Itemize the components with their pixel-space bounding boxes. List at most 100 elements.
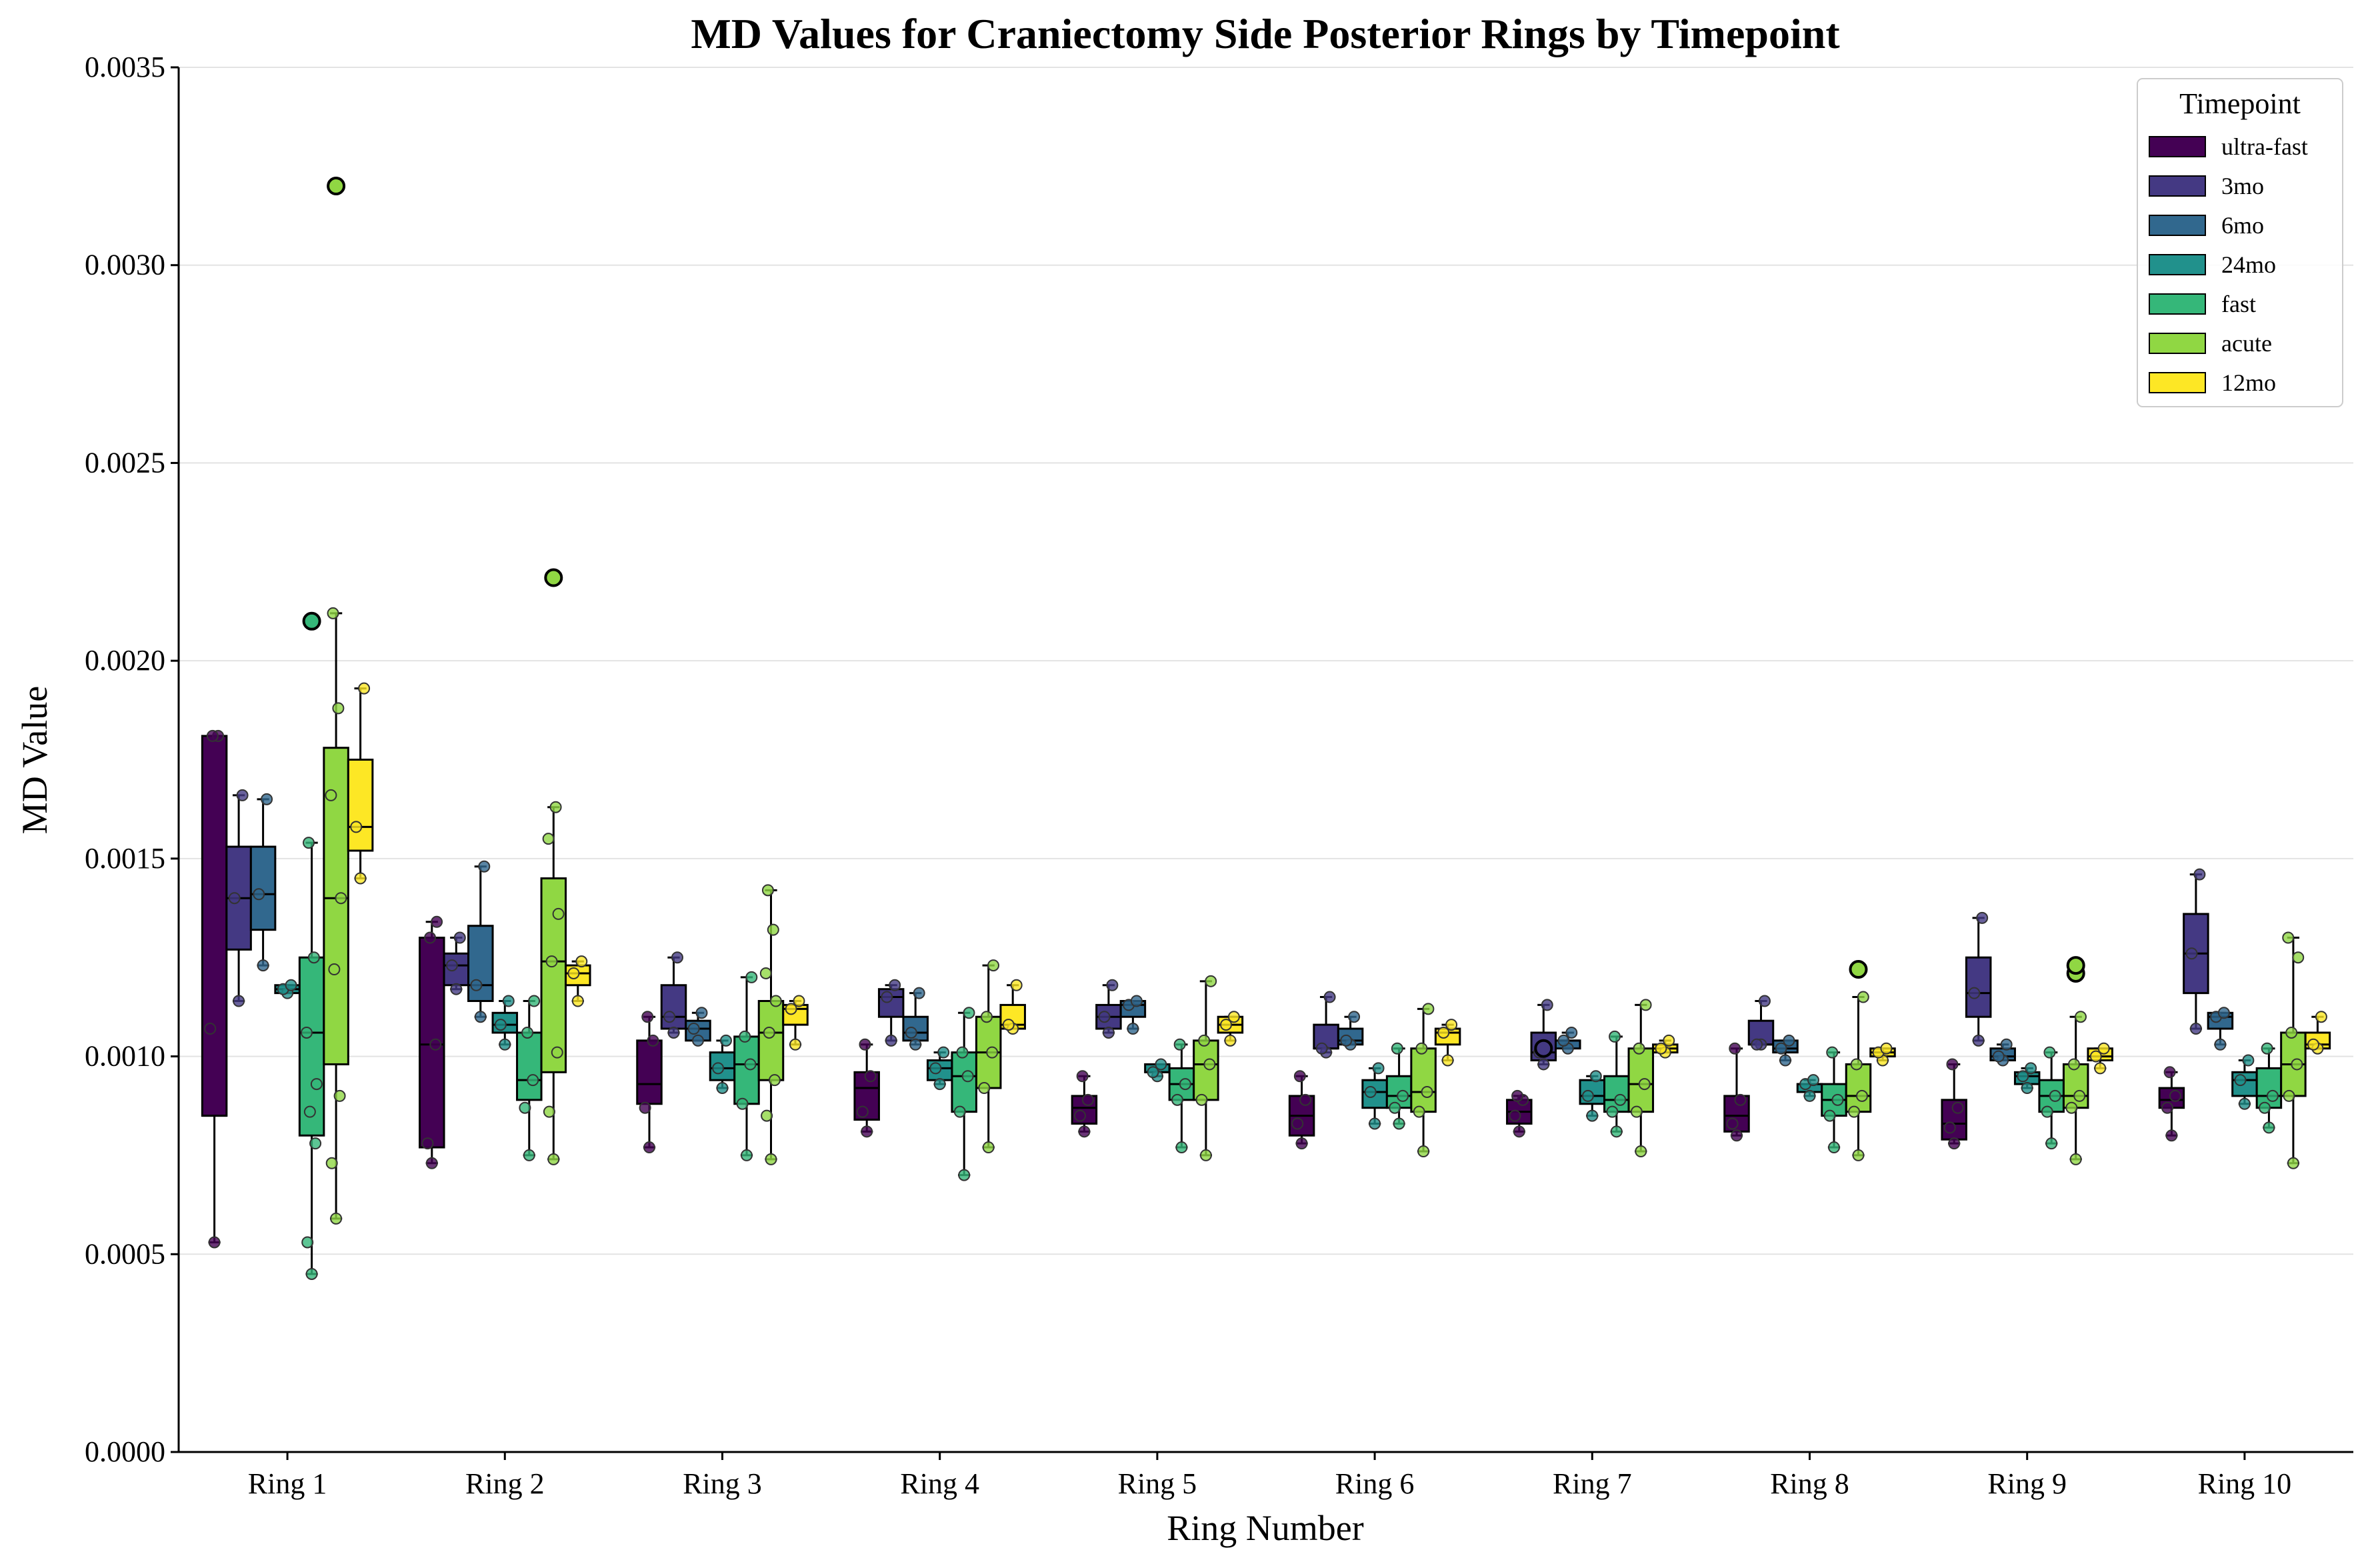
box-24mo-ring-3 (709, 1034, 736, 1095)
data-point (257, 959, 269, 972)
data-point (1557, 1034, 1570, 1047)
legend-swatch (2149, 136, 2206, 157)
iqr-box (660, 984, 687, 1030)
data-point (1127, 1023, 1139, 1035)
data-point (325, 1157, 338, 1169)
iqr-box (249, 845, 277, 931)
legend-swatch (2149, 293, 2206, 315)
data-point (1391, 1042, 1403, 1055)
data-point (2291, 1058, 2303, 1071)
data-point (2307, 1038, 2320, 1051)
data-point (2185, 947, 2198, 960)
box-acute-ring-2 (540, 568, 567, 1165)
legend-label: 3mo (2221, 173, 2264, 199)
data-point (1614, 1093, 1627, 1106)
box-12mo-ring-9 (2087, 1042, 2113, 1075)
y-tick-label: 0.0030 (85, 249, 165, 281)
box-12mo-ring-4 (999, 979, 1026, 1035)
data-point (2045, 1137, 2058, 1150)
iqr-box (1965, 956, 1992, 1018)
data-point (2161, 1101, 2174, 1114)
data-point (1783, 1034, 1795, 1047)
legend-title: Timepoint (2179, 87, 2301, 120)
data-point (543, 1105, 555, 1118)
data-point (208, 1236, 221, 1249)
box-24mo-ring-1 (274, 979, 301, 999)
data-point (761, 1109, 773, 1122)
iqr-box (1410, 1047, 1437, 1113)
box-ultra-fast-ring-2 (419, 915, 445, 1169)
x-ticks: Ring 1 Ring 2 Ring 3 Ring 4 Ring 5 Ring 6 Ring… (248, 1452, 2291, 1500)
data-point (228, 892, 241, 905)
data-point (909, 1038, 922, 1051)
iqr-box (201, 735, 228, 1117)
data-point (1779, 1054, 1791, 1067)
data-point (1511, 1089, 1524, 1102)
data-point (285, 979, 297, 991)
iqr-box (298, 956, 325, 1137)
data-point (956, 1046, 969, 1059)
data-point (431, 915, 443, 928)
outlier-point (327, 177, 346, 196)
box-ultra-fast-ring-3 (636, 1011, 663, 1154)
data-point (986, 1046, 999, 1059)
data-point (2193, 868, 2206, 881)
data-point (881, 991, 893, 1003)
data-point (2315, 1011, 2327, 1023)
data-point (1198, 1034, 1211, 1047)
box-6mo-ring-7 (1555, 1026, 1581, 1055)
data-point (1968, 987, 1981, 999)
iqr-box (323, 747, 349, 1065)
box-acute-ring-9 (2062, 956, 2089, 1165)
data-point (478, 860, 491, 873)
data-point (1807, 1074, 1819, 1087)
data-point (1155, 1058, 1167, 1071)
data-point (978, 1082, 991, 1095)
iqr-box (347, 759, 374, 852)
legend-swatch (2149, 175, 2206, 197)
box-ultra-fast-ring-4 (853, 1038, 880, 1138)
chart-title: MD Values for Craniectomy Side Posterior… (691, 10, 1840, 57)
data-point (1081, 1093, 1094, 1106)
data-point (1513, 1125, 1525, 1138)
data-point (1826, 1046, 1839, 1059)
data-point (2189, 1023, 2202, 1035)
legend-item-3mo: 3mo (2149, 173, 2264, 199)
data-point (719, 1034, 732, 1047)
data-point (1828, 1141, 1840, 1154)
data-point (1848, 1105, 1861, 1118)
data-point (552, 907, 565, 920)
box-3mo-ring-1 (225, 789, 252, 1007)
iqr-box (516, 1031, 543, 1101)
data-point (1976, 911, 1989, 924)
box-ultra-fast-ring-10 (2158, 1066, 2185, 1142)
data-point (2163, 1066, 2176, 1079)
data-point (1630, 1105, 1643, 1118)
data-point (861, 1125, 873, 1138)
data-point (1639, 999, 1652, 1011)
data-point (1369, 1117, 1381, 1130)
data-point (310, 1078, 323, 1091)
data-point (2259, 1101, 2271, 1114)
legend-label: 12mo (2221, 369, 2276, 396)
data-point (2065, 1101, 2078, 1114)
data-point (667, 1026, 680, 1039)
data-point (1731, 1129, 1743, 1142)
box-acute-ring-3 (757, 884, 785, 1165)
data-point (470, 979, 483, 991)
box-3mo-ring-9 (1965, 911, 1992, 1047)
data-point (1581, 1089, 1594, 1102)
data-point (1199, 1149, 1212, 1161)
box-fast-ring-8 (1821, 1046, 1847, 1154)
box-6mo-ring-5 (1119, 995, 1147, 1035)
data-point (2234, 1074, 2247, 1087)
data-point (1638, 1078, 1651, 1091)
data-point (1173, 1038, 1186, 1051)
box-12mo-ring-2 (565, 955, 591, 1007)
legend-label: acute (2221, 330, 2272, 357)
iqr-box (951, 1051, 977, 1113)
data-point (1946, 1058, 1959, 1071)
data-point (2073, 1089, 2086, 1102)
data-point (450, 983, 463, 995)
